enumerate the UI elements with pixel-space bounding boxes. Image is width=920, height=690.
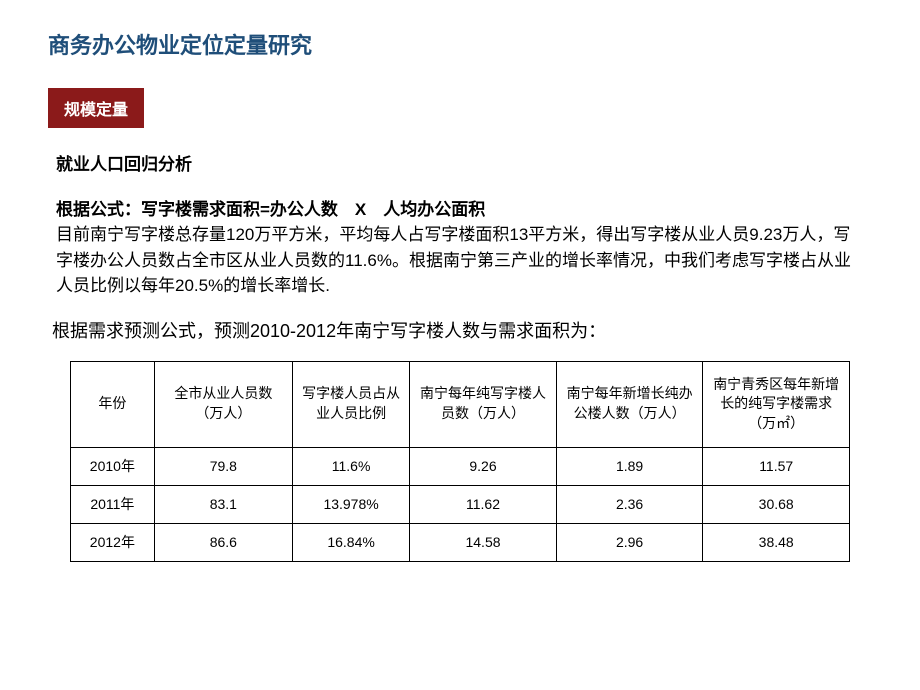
table-row: 2012年 86.6 16.84% 14.58 2.96 38.48: [71, 523, 850, 561]
table-cell: 14.58: [410, 523, 557, 561]
table-row: 2010年 79.8 11.6% 9.26 1.89 11.57: [71, 447, 850, 485]
page-title: 商务办公物业定位定量研究: [48, 28, 872, 60]
table-cell: 2010年: [71, 447, 155, 485]
table-header: 写字楼人员占从业人员比例: [292, 361, 409, 447]
forecast-table: 年份 全市从业人员数（万人） 写字楼人员占从业人员比例 南宁每年纯写字楼人员数（…: [70, 361, 850, 562]
table-cell: 38.48: [703, 523, 850, 561]
table-cell: 13.978%: [292, 485, 409, 523]
table-header: 南宁每年纯写字楼人员数（万人）: [410, 361, 557, 447]
table-cell: 2.36: [556, 485, 703, 523]
table-cell: 9.26: [410, 447, 557, 485]
table-cell: 2012年: [71, 523, 155, 561]
table-row: 2011年 83.1 13.978% 11.62 2.36 30.68: [71, 485, 850, 523]
table-header: 全市从业人员数（万人）: [154, 361, 292, 447]
table-cell: 11.57: [703, 447, 850, 485]
section-badge: 规模定量: [48, 88, 144, 128]
table-cell: 11.62: [410, 485, 557, 523]
table-cell: 1.89: [556, 447, 703, 485]
table-header: 南宁每年新增长纯办公楼人数（万人）: [556, 361, 703, 447]
table-cell: 2.96: [556, 523, 703, 561]
table-header: 南宁青秀区每年新增长的纯写字楼需求（万㎡）: [703, 361, 850, 447]
body-text: 目前南宁写字楼总存量120万平方米，平均每人占写字楼面积13平方米，得出写字楼从…: [48, 222, 872, 299]
formula-line: 根据公式：写字楼需求面积=办公人数 X 人均办公面积: [48, 195, 872, 220]
prediction-text: 根据需求预测公式，预测2010-2012年南宁写字楼人数与需求面积为：: [48, 317, 872, 343]
table-cell: 2011年: [71, 485, 155, 523]
table-cell: 79.8: [154, 447, 292, 485]
table-cell: 83.1: [154, 485, 292, 523]
table-cell: 16.84%: [292, 523, 409, 561]
table-cell: 30.68: [703, 485, 850, 523]
table-cell: 86.6: [154, 523, 292, 561]
table-header-row: 年份 全市从业人员数（万人） 写字楼人员占从业人员比例 南宁每年纯写字楼人员数（…: [71, 361, 850, 447]
subtitle: 就业人口回归分析: [48, 150, 872, 175]
table-header: 年份: [71, 361, 155, 447]
table-cell: 11.6%: [292, 447, 409, 485]
